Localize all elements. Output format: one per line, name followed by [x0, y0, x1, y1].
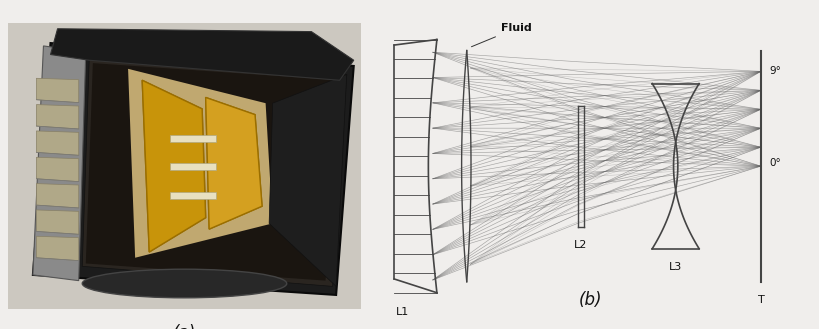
Polygon shape [36, 184, 79, 208]
Polygon shape [36, 157, 79, 182]
Polygon shape [36, 210, 79, 234]
Text: L3: L3 [668, 263, 681, 272]
Bar [170, 135, 216, 142]
Text: 0°: 0° [768, 158, 781, 168]
Bar [170, 163, 216, 170]
Text: 9°: 9° [768, 66, 781, 76]
Polygon shape [86, 63, 339, 281]
Polygon shape [206, 97, 262, 229]
Text: Fluid: Fluid [471, 23, 531, 47]
Text: (a): (a) [173, 324, 196, 329]
Text: L2: L2 [573, 240, 586, 250]
Polygon shape [36, 105, 79, 129]
Bar [170, 192, 216, 199]
Text: (b): (b) [578, 291, 601, 309]
Polygon shape [51, 29, 353, 80]
Polygon shape [82, 57, 346, 286]
Text: T: T [757, 295, 763, 306]
Polygon shape [142, 80, 206, 252]
Text: L1: L1 [396, 307, 409, 316]
Polygon shape [142, 80, 206, 252]
Polygon shape [33, 46, 86, 281]
Polygon shape [36, 236, 79, 261]
Polygon shape [36, 78, 79, 103]
Polygon shape [33, 43, 353, 295]
Ellipse shape [82, 269, 287, 298]
Polygon shape [36, 131, 79, 155]
Polygon shape [128, 69, 272, 258]
Polygon shape [206, 97, 262, 229]
Polygon shape [269, 75, 346, 286]
